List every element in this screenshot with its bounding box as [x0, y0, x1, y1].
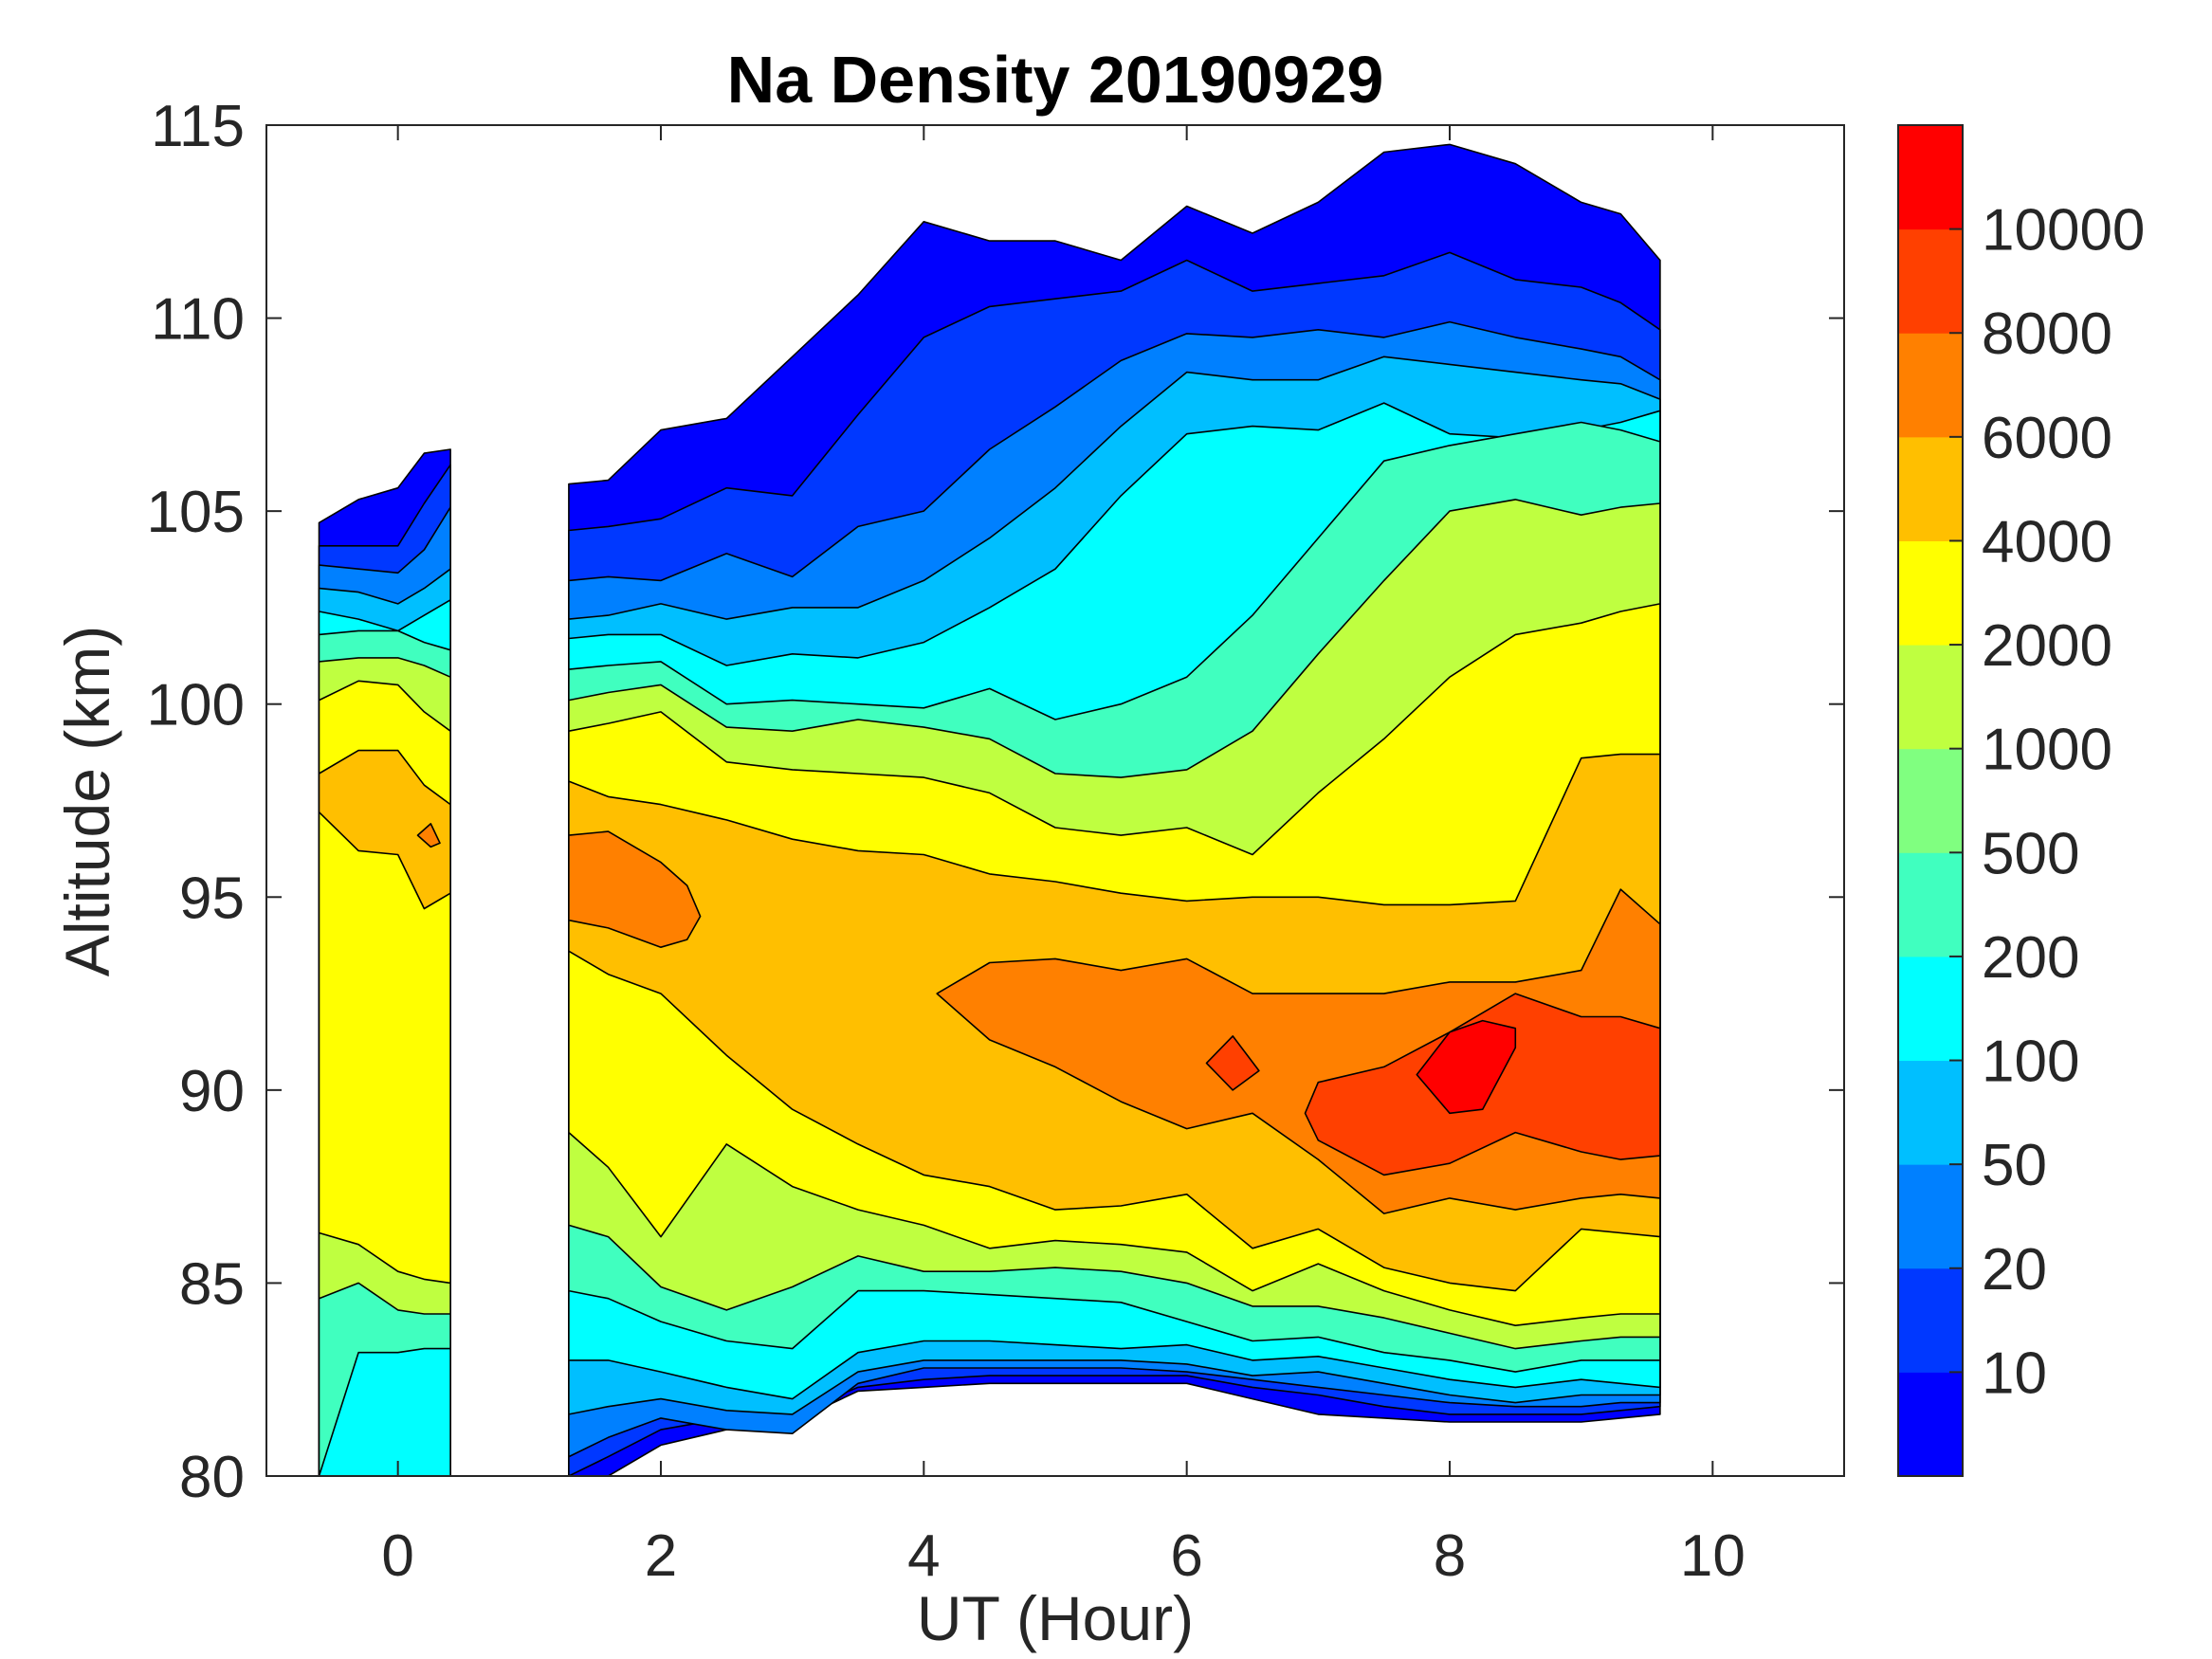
colorbar-tick-label: 10000: [1982, 198, 2145, 264]
contour-regions: [318, 143, 1661, 1476]
colorbar-swatch: [1898, 956, 1963, 1062]
contour-region-level-10: [568, 830, 702, 949]
x-tick-label: 0: [381, 1523, 413, 1589]
colorbar-tick-label: 4000: [1982, 509, 2112, 574]
y-tick-label: 105: [147, 480, 245, 545]
colorbar-tick-label: 1000: [1982, 718, 2112, 783]
colorbar-frame: [1897, 124, 1964, 1477]
y-tick-label: 95: [179, 866, 245, 931]
y-tick-label: 80: [179, 1445, 245, 1510]
colorbar-tick-label: 500: [1982, 821, 2079, 886]
contour-region-level-12: [1416, 1019, 1517, 1115]
x-axis: 0 2 4 6 8 10: [381, 125, 1746, 1589]
colorbar-swatch: [1898, 540, 1963, 646]
colorbar-swatch: [1898, 125, 1963, 230]
colorbar-swatch: [1898, 852, 1963, 957]
colorbar-swatch: [1898, 1372, 1963, 1477]
colorbar-tick-label: 6000: [1982, 406, 2112, 471]
colorbar-tick-label: 8000: [1982, 301, 2112, 367]
colorbar-tick-label: 50: [1982, 1133, 2047, 1198]
x-tick-label: 4: [907, 1523, 940, 1589]
colorbar-tick-label: 2000: [1982, 613, 2112, 679]
colorbar-tick-label: 100: [1982, 1030, 2079, 1095]
colorbar-swatch: [1898, 748, 1963, 853]
contour-region-level-9: [318, 749, 451, 910]
y-tick-label: 90: [179, 1059, 245, 1124]
colorbar-swatch: [1898, 645, 1963, 750]
colorbar-swatch: [1898, 228, 1963, 334]
colorbar-tick-label: 20: [1982, 1237, 2047, 1303]
colorbar-tick-label: 200: [1982, 925, 2079, 991]
chart-title: Na Density 20190929: [727, 43, 1384, 117]
y-axis-label: Altitude (km): [52, 626, 122, 976]
colorbar: 10 20 50 100 200 500 1000 2000 4000 6000 8000 10000: [1897, 124, 2145, 1477]
colorbar-swatch: [1898, 1164, 1963, 1269]
contour-region-level-10: [416, 823, 441, 848]
colorbar-swatch: [1898, 333, 1963, 438]
x-tick-label: 6: [1170, 1523, 1202, 1589]
colorbar-tick-label: 10: [1982, 1340, 2047, 1406]
colorbar-swatch: [1898, 436, 1963, 541]
y-tick-label: 110: [151, 287, 245, 353]
colorbar-swatch: [1898, 1267, 1963, 1373]
x-tick-label: 8: [1434, 1523, 1466, 1589]
colorbar-swatch: [1898, 1060, 1963, 1165]
y-tick-label: 100: [147, 673, 245, 738]
y-tick-label: 85: [179, 1251, 245, 1317]
x-tick-label: 2: [645, 1523, 677, 1589]
x-axis-label: UT (Hour): [917, 1583, 1194, 1653]
y-axis: 80 85 90 95 100 105 110 115: [147, 94, 1844, 1510]
plot-frame: [265, 124, 1845, 1477]
contour-region-level-11: [1205, 1035, 1260, 1091]
x-tick-label: 10: [1680, 1523, 1746, 1589]
y-tick-label: 115: [151, 94, 245, 159]
